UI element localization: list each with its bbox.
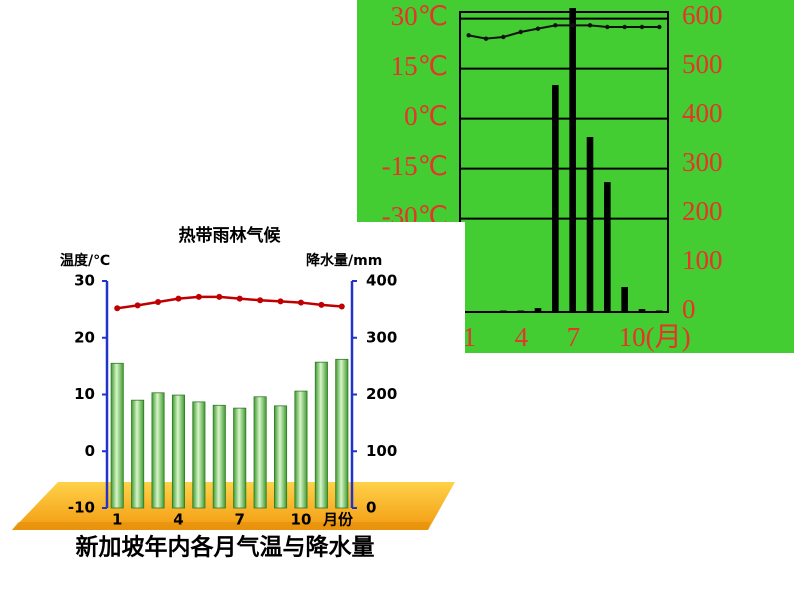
x-tick-label: 1 — [112, 511, 122, 529]
line-dot — [195, 293, 202, 300]
line-dot — [155, 298, 162, 305]
bar — [482, 311, 490, 312]
bar — [233, 407, 247, 509]
line-dot — [114, 305, 121, 312]
line-dot — [216, 293, 223, 300]
bar — [638, 309, 646, 312]
bar — [274, 405, 288, 509]
bar — [294, 390, 308, 509]
plot-frame — [459, 11, 669, 313]
y-tick-label: 10 — [74, 385, 95, 403]
bar — [465, 311, 472, 312]
bar — [534, 308, 542, 312]
x-tick-label: 7 — [234, 511, 244, 529]
line-dot — [338, 303, 345, 310]
y2-tick-label: 600 — [682, 0, 723, 30]
line-dot — [257, 297, 264, 304]
bar — [314, 361, 328, 509]
line-dot — [535, 26, 541, 31]
bar — [621, 287, 628, 312]
caption: 新加坡年内各月气温与降水量 — [76, 534, 375, 561]
line-dot — [318, 301, 325, 308]
y-tick-label: -15℃ — [382, 151, 448, 181]
bar — [171, 394, 185, 509]
y2-tick-label: 0 — [366, 499, 376, 517]
platform-edge — [12, 522, 430, 530]
line-dot — [518, 29, 523, 35]
bar — [253, 396, 267, 509]
line-dot — [175, 295, 182, 302]
x-tick-label: 1 — [463, 322, 477, 352]
line-dot — [466, 33, 471, 38]
y2-tick-label: 200 — [366, 385, 397, 403]
y-tick-label: 15℃ — [391, 51, 448, 81]
x-axis-title: 月份 — [322, 511, 354, 529]
y2-tick-label: 200 — [682, 196, 723, 226]
y2-tick-label: 500 — [682, 49, 723, 79]
line-dot — [570, 23, 575, 28]
y2-tick-label: 100 — [366, 442, 397, 460]
line-dot — [657, 24, 662, 30]
y2-tick-label: 400 — [366, 272, 397, 290]
x-tick-label: 10(月) — [619, 322, 691, 352]
line-dot — [587, 23, 593, 28]
x-tick-label: 4 — [173, 511, 183, 529]
y2-tick-label: 300 — [682, 147, 723, 177]
x-tick-label: 4 — [515, 322, 529, 352]
bar — [552, 85, 559, 312]
bar — [131, 399, 145, 509]
y-tick-label: -10 — [68, 499, 95, 517]
bar — [151, 392, 165, 509]
line-dot — [622, 24, 627, 30]
line-dot — [639, 24, 645, 30]
bar — [335, 358, 349, 509]
y-axis-title: 温度/℃ — [60, 252, 110, 269]
line-dot — [553, 23, 558, 28]
bar — [212, 404, 226, 509]
line-dot — [483, 36, 489, 41]
x-tick-label: 7 — [567, 322, 581, 352]
x-tick-label: 10 — [291, 511, 312, 529]
bar — [586, 137, 594, 312]
line-dot — [277, 298, 284, 305]
bar — [656, 310, 663, 312]
y-tick-label: 0 — [85, 442, 95, 460]
bar — [192, 401, 206, 509]
y2-tick-label: 100 — [682, 245, 723, 275]
bar — [569, 8, 576, 313]
line-dot — [605, 24, 610, 30]
bar — [500, 310, 507, 312]
line-dot — [134, 302, 141, 309]
y2-axis-title: 降水量/mm — [306, 252, 382, 269]
chart-title: 热带雨林气候 — [179, 225, 282, 246]
bar — [604, 182, 611, 312]
y2-tick-label: 300 — [366, 328, 397, 346]
bar — [110, 362, 124, 509]
line-dot — [236, 295, 243, 302]
y-tick-label: 30℃ — [391, 1, 448, 31]
line — [117, 295, 342, 310]
y-tick-label: 0℃ — [404, 101, 448, 131]
line-dot — [501, 34, 506, 40]
line — [468, 24, 660, 40]
line-dot — [297, 299, 304, 306]
y-tick-label: 30 — [74, 272, 95, 290]
y-tick-label: 20 — [74, 328, 95, 346]
bar — [517, 310, 524, 312]
y2-tick-label: 0 — [682, 294, 696, 324]
y2-tick-label: 400 — [682, 98, 723, 128]
